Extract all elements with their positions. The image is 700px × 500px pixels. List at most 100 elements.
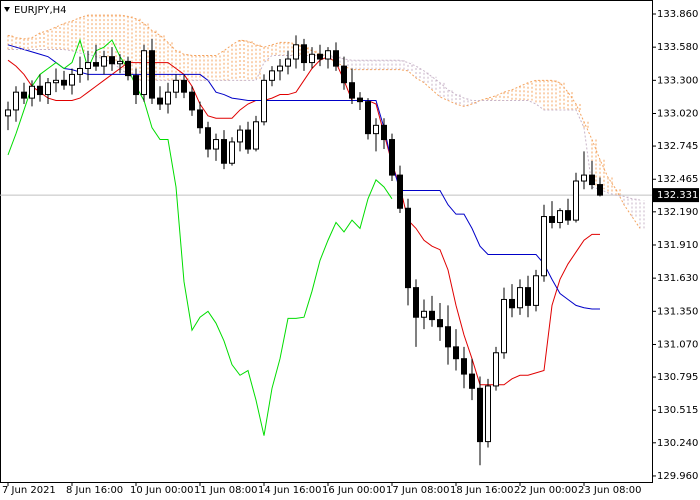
x-tick-label: 8 Jun 16:00 (66, 485, 123, 496)
axes-layer: 133.860 133.580 133.300 133.020 132.745 132.4… (2, 9, 699, 496)
candle-body (525, 287, 531, 306)
candle-body (501, 298, 507, 354)
candle-body (469, 373, 475, 389)
y-tick-label: 131.070 (657, 339, 698, 350)
candle-body (429, 310, 435, 321)
y-tick-label: 130.795 (657, 372, 698, 383)
candle-body (21, 91, 27, 99)
candle-body (325, 50, 331, 60)
candle-body (541, 216, 547, 277)
x-tick-label: 22 Jun 00:00 (514, 485, 578, 496)
y-tick-label: 131.630 (657, 273, 698, 284)
candle-body (269, 70, 275, 81)
x-tick-label: 16 Jun 00:00 (322, 485, 386, 496)
y-tick-label: 133.300 (657, 75, 698, 86)
candle-body (13, 91, 19, 111)
candle-body (309, 53, 315, 64)
candle-body (205, 127, 211, 150)
indicator-line (7, 38, 393, 436)
candle-body (117, 60, 123, 65)
candles-layer (5, 35, 603, 466)
candle-body (5, 109, 11, 117)
candle-body (413, 287, 419, 318)
candle-body (157, 97, 163, 105)
candle-body (301, 44, 307, 64)
candle-body (349, 82, 355, 99)
y-tick-label: 133.020 (657, 109, 698, 120)
candle-body (581, 174, 587, 182)
candle-body (445, 326, 451, 348)
x-tick-label: 11 Jun 08:00 (194, 485, 258, 496)
cloud-layer (7, 15, 645, 229)
indicator-line (8, 49, 641, 201)
candle-body (373, 124, 379, 135)
candle-body (181, 79, 187, 93)
candle-body (109, 56, 115, 65)
y-tick-label: 132.190 (657, 207, 698, 218)
indicator-line (7, 56, 600, 386)
candle-body (293, 44, 299, 60)
candle-body (141, 50, 147, 96)
candle-body (357, 97, 363, 103)
candle-body (93, 62, 99, 67)
candle-body (37, 85, 43, 96)
candle-body (397, 174, 403, 209)
y-tick-label: 133.860 (657, 9, 698, 20)
x-tick-label: 23 Jun 08:00 (578, 485, 642, 496)
candle-body (261, 79, 267, 123)
candle-body (77, 67, 83, 75)
candle-body (493, 352, 499, 387)
y-tick-label: 131.910 (657, 240, 698, 251)
candle-body (381, 124, 387, 141)
candle-body (61, 79, 67, 86)
plot-frame (0, 0, 653, 483)
candle-body (277, 65, 283, 72)
candle-body (69, 73, 75, 86)
candle-body (285, 58, 291, 67)
candle-body (565, 210, 571, 221)
candle-body (365, 101, 371, 135)
candle-body (245, 129, 251, 150)
y-tick-label: 133.580 (657, 42, 698, 53)
x-tick-label: 10 Jun 00:00 (130, 485, 194, 496)
candle-body (549, 216, 555, 223)
x-tick-label: 7 Jun 2021 (2, 485, 56, 496)
symbol-menu-icon[interactable] (4, 7, 10, 12)
candle-body (165, 91, 171, 105)
candle-body (125, 60, 131, 77)
x-tick-label: 18 Jun 16:00 (450, 485, 514, 496)
candle-body (253, 121, 259, 150)
last-price-label: 132.331 (657, 190, 698, 201)
candle-body (389, 139, 395, 176)
candle-body (517, 287, 523, 309)
lines-layer (0, 14, 652, 436)
x-tick-label: 17 Jun 08:00 (386, 485, 450, 496)
candle-body (437, 319, 443, 328)
candle-body (461, 358, 467, 375)
candle-body (485, 385, 491, 443)
candle-body (317, 53, 323, 60)
candle-body (45, 82, 51, 96)
y-tick-label: 129.960 (657, 471, 698, 482)
candle-body (477, 387, 483, 443)
candle-body (53, 79, 59, 84)
candle-body (221, 139, 227, 164)
indicator-line (7, 14, 641, 229)
candle-body (509, 298, 515, 309)
candle-body (149, 50, 155, 99)
candle-body (101, 56, 107, 67)
candle-body (589, 174, 595, 186)
y-tick-label: 131.350 (657, 306, 698, 317)
candle-body (573, 180, 579, 221)
candle-body (197, 109, 203, 129)
candle-body (29, 85, 35, 99)
candle-body (213, 139, 219, 150)
y-tick-label: 130.240 (657, 438, 698, 449)
x-tick-label: 14 Jun 16:00 (258, 485, 322, 496)
candle-body (421, 310, 427, 318)
y-tick-label: 132.465 (657, 174, 698, 185)
candle-body (229, 141, 235, 164)
y-tick-label: 130.515 (657, 405, 698, 416)
